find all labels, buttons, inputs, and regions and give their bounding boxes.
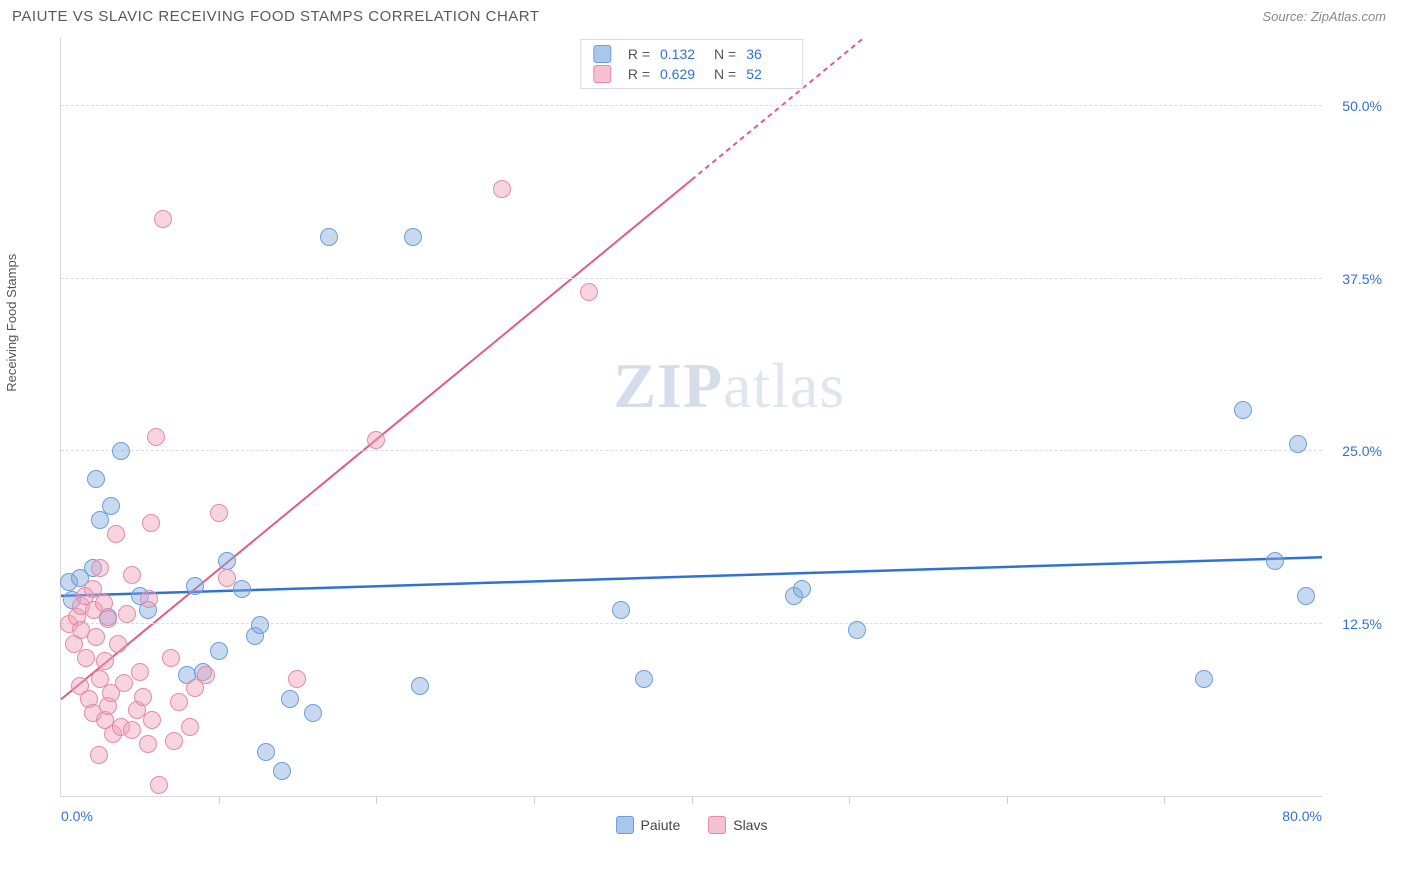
data-point xyxy=(218,569,236,587)
data-point xyxy=(90,746,108,764)
data-point xyxy=(493,180,511,198)
data-point xyxy=(123,566,141,584)
data-point xyxy=(580,283,598,301)
data-point xyxy=(210,642,228,660)
y-tick-label: 12.5% xyxy=(1342,616,1382,632)
data-point xyxy=(112,442,130,460)
chart-container: Receiving Food Stamps ZIPatlas R =0.132N… xyxy=(14,37,1392,857)
x-tick xyxy=(376,796,377,804)
data-point xyxy=(115,674,133,692)
legend-swatch xyxy=(708,816,726,834)
y-tick-label: 37.5% xyxy=(1342,271,1382,287)
data-point xyxy=(87,470,105,488)
data-point xyxy=(1266,552,1284,570)
data-point xyxy=(281,690,299,708)
stats-row: R = 0.132 N = 36 xyxy=(593,44,790,64)
data-point xyxy=(288,670,306,688)
correlation-stats-box: R = 0.132 N = 36 R = 0.629 N = 52 xyxy=(580,39,803,89)
stat-n-value: 52 xyxy=(746,66,790,82)
data-point xyxy=(304,704,322,722)
legend-swatch xyxy=(616,816,634,834)
series-legend: Paiute Slavs xyxy=(616,816,768,834)
data-point xyxy=(165,732,183,750)
data-point xyxy=(218,552,236,570)
legend-label: Slavs xyxy=(733,817,767,833)
x-tick xyxy=(849,796,850,804)
data-point xyxy=(139,735,157,753)
data-point xyxy=(162,649,180,667)
data-point xyxy=(411,677,429,695)
data-point xyxy=(273,762,291,780)
gridline: 37.5% xyxy=(61,278,1322,279)
data-point xyxy=(404,228,422,246)
data-point xyxy=(109,635,127,653)
x-tick-label: 0.0% xyxy=(61,808,93,824)
data-point xyxy=(1297,587,1315,605)
data-point xyxy=(257,743,275,761)
data-point xyxy=(123,721,141,739)
stat-r-label: R = xyxy=(628,46,650,62)
data-point xyxy=(612,601,630,619)
data-point xyxy=(143,711,161,729)
data-point xyxy=(77,649,95,667)
legend-label: Paiute xyxy=(641,817,681,833)
data-point xyxy=(1195,670,1213,688)
x-tick-label: 80.0% xyxy=(1282,808,1322,824)
x-tick xyxy=(1164,796,1165,804)
data-point xyxy=(793,580,811,598)
data-point xyxy=(154,210,172,228)
data-point xyxy=(118,605,136,623)
data-point xyxy=(91,559,109,577)
data-point xyxy=(251,616,269,634)
data-point xyxy=(367,431,385,449)
x-tick xyxy=(534,796,535,804)
stat-n-label: N = xyxy=(714,46,736,62)
data-point xyxy=(320,228,338,246)
data-point xyxy=(848,621,866,639)
data-point xyxy=(107,525,125,543)
gridline: 50.0% xyxy=(61,105,1322,106)
data-point xyxy=(186,577,204,595)
data-point xyxy=(1289,435,1307,453)
data-point xyxy=(87,628,105,646)
data-point xyxy=(210,504,228,522)
data-point xyxy=(181,718,199,736)
chart-title: PAIUTE VS SLAVIC RECEIVING FOOD STAMPS C… xyxy=(12,8,540,25)
x-tick xyxy=(692,796,693,804)
source-credit: Source: ZipAtlas.com xyxy=(1262,9,1386,24)
data-point xyxy=(140,590,158,608)
stat-n-label: N = xyxy=(714,66,736,82)
data-point xyxy=(233,580,251,598)
y-tick-label: 25.0% xyxy=(1342,443,1382,459)
data-point xyxy=(170,693,188,711)
data-point xyxy=(95,594,113,612)
y-tick-label: 50.0% xyxy=(1342,98,1382,114)
data-point xyxy=(134,688,152,706)
data-point xyxy=(99,610,117,628)
legend-swatch xyxy=(593,45,611,63)
x-tick xyxy=(219,796,220,804)
x-tick xyxy=(1007,796,1008,804)
legend-item: Paiute xyxy=(616,816,681,834)
stat-r-label: R = xyxy=(628,66,650,82)
stat-r-value: 0.629 xyxy=(660,66,704,82)
data-point xyxy=(150,776,168,794)
data-point xyxy=(131,663,149,681)
stats-row: R = 0.629 N = 52 xyxy=(593,64,790,84)
gridline: 25.0% xyxy=(61,450,1322,451)
plot-area: ZIPatlas R =0.132N =36R =0.629N =52 Paiu… xyxy=(60,37,1322,797)
legend-item: Slavs xyxy=(708,816,767,834)
stat-n-value: 36 xyxy=(746,46,790,62)
data-point xyxy=(197,666,215,684)
data-point xyxy=(147,428,165,446)
y-axis-label: Receiving Food Stamps xyxy=(4,254,19,392)
legend-swatch xyxy=(593,65,611,83)
data-point xyxy=(102,497,120,515)
data-point xyxy=(96,652,114,670)
data-point xyxy=(142,514,160,532)
data-point xyxy=(1234,401,1252,419)
trend-lines xyxy=(61,37,1322,796)
stat-r-value: 0.132 xyxy=(660,46,704,62)
data-point xyxy=(635,670,653,688)
